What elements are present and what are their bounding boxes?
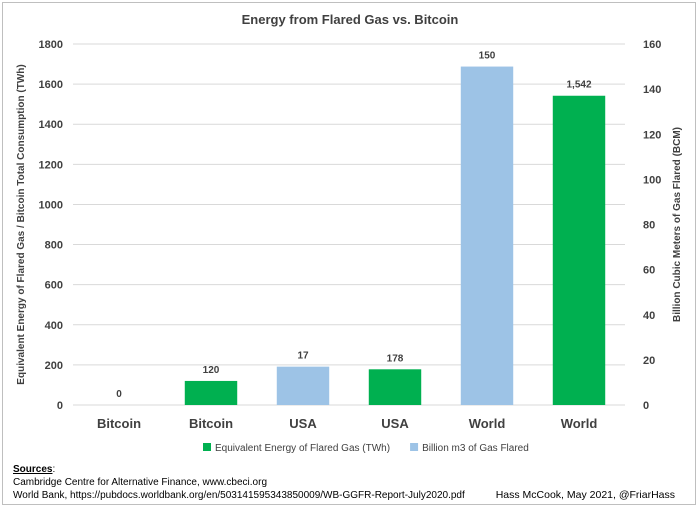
y2-tick-label: 40	[643, 310, 655, 322]
sources-heading: Sources:	[13, 463, 465, 476]
legend-swatch	[410, 443, 419, 451]
credit-text: Hass McCook, May 2021, @FriarHass	[495, 489, 675, 501]
x-tick-label: World	[561, 416, 598, 431]
x-tick-label: USA	[381, 416, 409, 431]
x-tick-label: Bitcoin	[189, 416, 233, 431]
data-label: 17	[297, 351, 309, 362]
legend-label: Equivalent Energy of Flared Gas (TWh)	[215, 443, 390, 454]
bar	[552, 95, 606, 405]
y2-axis-title: Billion Cubic Meters of Gas Flared (BCM)	[672, 127, 683, 322]
y2-tick-label: 120	[643, 129, 661, 141]
bar	[184, 380, 238, 405]
y2-tick-label: 80	[643, 220, 655, 232]
data-label: 150	[479, 51, 496, 62]
y-tick-label: 1000	[39, 199, 63, 211]
y2-tick-label: 160	[643, 39, 661, 51]
bar-chart: Energy from Flared Gas vs. Bitcoin020040…	[16, 12, 683, 454]
y2-tick-label: 20	[643, 355, 655, 367]
y-tick-label: 1600	[39, 79, 63, 91]
y-tick-label: 0	[57, 400, 63, 412]
sources-block: Sources: Cambridge Centre for Alternativ…	[13, 463, 465, 502]
y2-tick-label: 100	[643, 174, 661, 186]
y-tick-label: 400	[45, 320, 63, 332]
source-line: World Bank, https://pubdocs.worldbank.or…	[13, 490, 465, 501]
y-axis-title: Equivalent Energy of Flared Gas / Bitcoi…	[16, 64, 27, 384]
y-tick-label: 600	[45, 280, 63, 292]
x-tick-label: USA	[289, 416, 317, 431]
x-tick-label: Bitcoin	[97, 416, 141, 431]
legend-swatch	[203, 443, 211, 451]
bar	[460, 66, 514, 405]
data-label: 178	[387, 353, 404, 364]
source-line: Cambridge Centre for Alternative Finance…	[13, 477, 268, 488]
bar	[368, 369, 422, 405]
y-tick-label: 1400	[39, 119, 63, 131]
x-tick-label: World	[469, 416, 506, 431]
y-tick-label: 1200	[39, 159, 63, 171]
bar	[276, 366, 330, 405]
y2-tick-label: 60	[643, 265, 655, 277]
y2-tick-label: 140	[643, 84, 661, 96]
data-label: 120	[203, 365, 220, 376]
y-tick-label: 800	[45, 240, 63, 252]
sources-colon: :	[52, 464, 56, 475]
chart-title: Energy from Flared Gas vs. Bitcoin	[242, 12, 459, 27]
data-label: 0	[116, 389, 122, 400]
data-label: 1,542	[566, 80, 591, 91]
sources-header: Sources	[13, 464, 53, 475]
legend-label: Billion m3 of Gas Flared	[422, 443, 529, 454]
chart-frame: Energy from Flared Gas vs. Bitcoin 0 200 40…	[2, 2, 696, 505]
y-tick-label: 200	[45, 360, 63, 372]
y2-tick-label: 0	[643, 400, 649, 412]
y-tick-label: 1800	[39, 39, 63, 51]
